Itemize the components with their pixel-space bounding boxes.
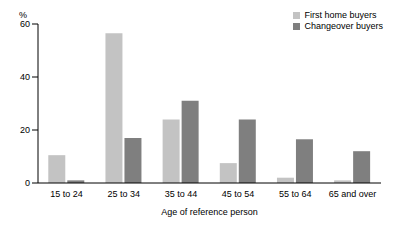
svg-text:20: 20 [20, 125, 30, 135]
svg-text:35 to 44: 35 to 44 [165, 189, 198, 199]
svg-text:55 to 64: 55 to 64 [279, 189, 312, 199]
svg-text:Age of reference person: Age of reference person [161, 207, 258, 217]
svg-text:60: 60 [20, 19, 30, 29]
html-text:Changeover buyers: Changeover buyers [304, 21, 383, 31]
svg-text:25 to 34: 25 to 34 [107, 189, 140, 199]
html-text:First home buyers: First home buyers [304, 10, 377, 20]
svg-text:%: % [19, 10, 27, 20]
svg-text:45 to 54: 45 to 54 [222, 189, 255, 199]
svg-text:40: 40 [20, 72, 30, 82]
svg-text:0: 0 [25, 178, 30, 188]
svg-text:15 to 24: 15 to 24 [50, 189, 83, 199]
svg-text:65 and over: 65 and over [329, 189, 377, 199]
